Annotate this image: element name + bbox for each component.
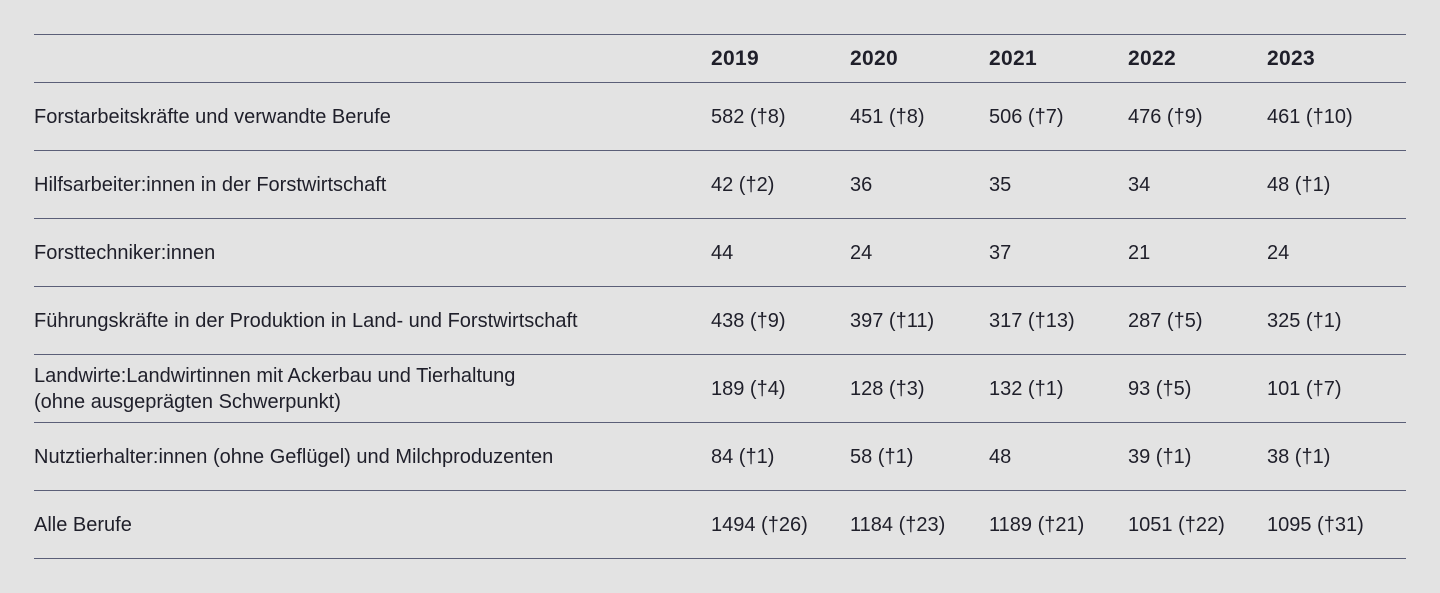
row-label: Forstarbeitskräfte und verwandte Berufe [34, 83, 711, 151]
header-cell-year: 2019 [711, 34, 850, 83]
header-cell-year: 2021 [989, 34, 1128, 83]
table-cell: 58 (†1) [850, 445, 914, 468]
table-cell: 36 [850, 173, 873, 196]
table-cell: 582 (†8) [711, 105, 786, 128]
table-cell: 438 (†9) [711, 309, 786, 332]
row-label: Nutztierhalter:innen (ohne Geflügel) und… [34, 423, 711, 491]
row-label: Alle Berufe [34, 491, 711, 559]
table-cell: 39 (†1) [1128, 445, 1192, 468]
data-table-container: 2019 2020 2021 2022 2023 Forstarbeitskrä… [34, 34, 1406, 559]
table-cell: 84 (†1) [711, 445, 775, 468]
table-cell: 44 [711, 241, 734, 264]
table-row: Forstarbeitskräfte und verwandte Berufe … [34, 83, 1406, 151]
row-label-text: Forstarbeitskräfte und verwandte Berufe [34, 105, 391, 128]
occupation-statistics-table: 2019 2020 2021 2022 2023 Forstarbeitskrä… [34, 34, 1406, 559]
header-cell-year: 2022 [1128, 34, 1267, 83]
table-cell: 317 (†13) [989, 309, 1075, 332]
table-cell: 24 [1267, 241, 1290, 264]
header-cell-year: 2020 [850, 34, 989, 83]
table-cell: 1184 (†23) [850, 513, 946, 536]
table-row-total: Alle Berufe 1494 (†26) 1184 (†23) 1189 (… [34, 491, 1406, 559]
table-row: Nutztierhalter:innen (ohne Geflügel) und… [34, 423, 1406, 491]
table-cell: 101 (†7) [1267, 377, 1342, 400]
row-label-text: Führungskräfte in der Produktion in Land… [34, 309, 578, 332]
table-cell: 325 (†1) [1267, 309, 1342, 332]
table-cell: 451 (†8) [850, 105, 925, 128]
row-label: Führungskräfte in der Produktion in Land… [34, 287, 711, 355]
table-cell: 476 (†9) [1128, 105, 1203, 128]
table-row: Führungskräfte in der Produktion in Land… [34, 287, 1406, 355]
row-label-text: Landwirte:Landwirtinnen mit Ackerbau und… [34, 364, 516, 387]
table-cell: 506 (†7) [989, 105, 1064, 128]
table-cell: 1494 (†26) [711, 513, 808, 536]
table-cell: 38 (†1) [1267, 445, 1331, 468]
table-cell: 34 [1128, 173, 1151, 196]
table-row: Landwirte:Landwirtinnen mit Ackerbau und… [34, 355, 1406, 423]
table-cell: 35 [989, 173, 1012, 196]
row-label-text: Alle Berufe [34, 513, 132, 536]
table-cell: 21 [1128, 241, 1151, 264]
table-cell: 48 (†1) [1267, 173, 1331, 196]
table-cell: 48 [989, 445, 1012, 468]
table-cell: 189 (†4) [711, 377, 786, 400]
header-row: 2019 2020 2021 2022 2023 [34, 34, 1406, 83]
table-cell: 1189 (†21) [989, 513, 1085, 536]
table-cell: 42 (†2) [711, 173, 775, 196]
table-cell: 37 [989, 241, 1012, 264]
header-cell-year: 2023 [1267, 34, 1406, 83]
table-cell: 132 (†1) [989, 377, 1064, 400]
table-cell: 287 (†5) [1128, 309, 1203, 332]
row-label: Forsttechniker:innen [34, 219, 711, 287]
table-cell: 461 (†10) [1267, 105, 1353, 128]
row-label-text: Hilfsarbeiter:innen in der Forstwirtscha… [34, 173, 387, 196]
row-label-text: Forsttechniker:innen [34, 241, 216, 264]
table-cell: 128 (†3) [850, 377, 925, 400]
row-label-text: Nutztierhalter:innen (ohne Geflügel) und… [34, 445, 554, 468]
header-cell-label [34, 34, 711, 83]
row-label: Landwirte:Landwirtinnen mit Ackerbau und… [34, 355, 711, 423]
table-cell: 24 [850, 241, 873, 264]
row-label-text-line2: (ohne ausgeprägten Schwerpunkt) [34, 390, 341, 413]
table-cell: 1051 (†22) [1128, 513, 1225, 536]
table-row: Forsttechniker:innen 44 24 37 21 24 [34, 219, 1406, 287]
table-cell: 1095 (†31) [1267, 513, 1364, 536]
table-cell: 397 (†11) [850, 309, 935, 332]
table-row: Hilfsarbeiter:innen in der Forstwirtscha… [34, 151, 1406, 219]
table-cell: 93 (†5) [1128, 377, 1192, 400]
row-label: Hilfsarbeiter:innen in der Forstwirtscha… [34, 151, 711, 219]
